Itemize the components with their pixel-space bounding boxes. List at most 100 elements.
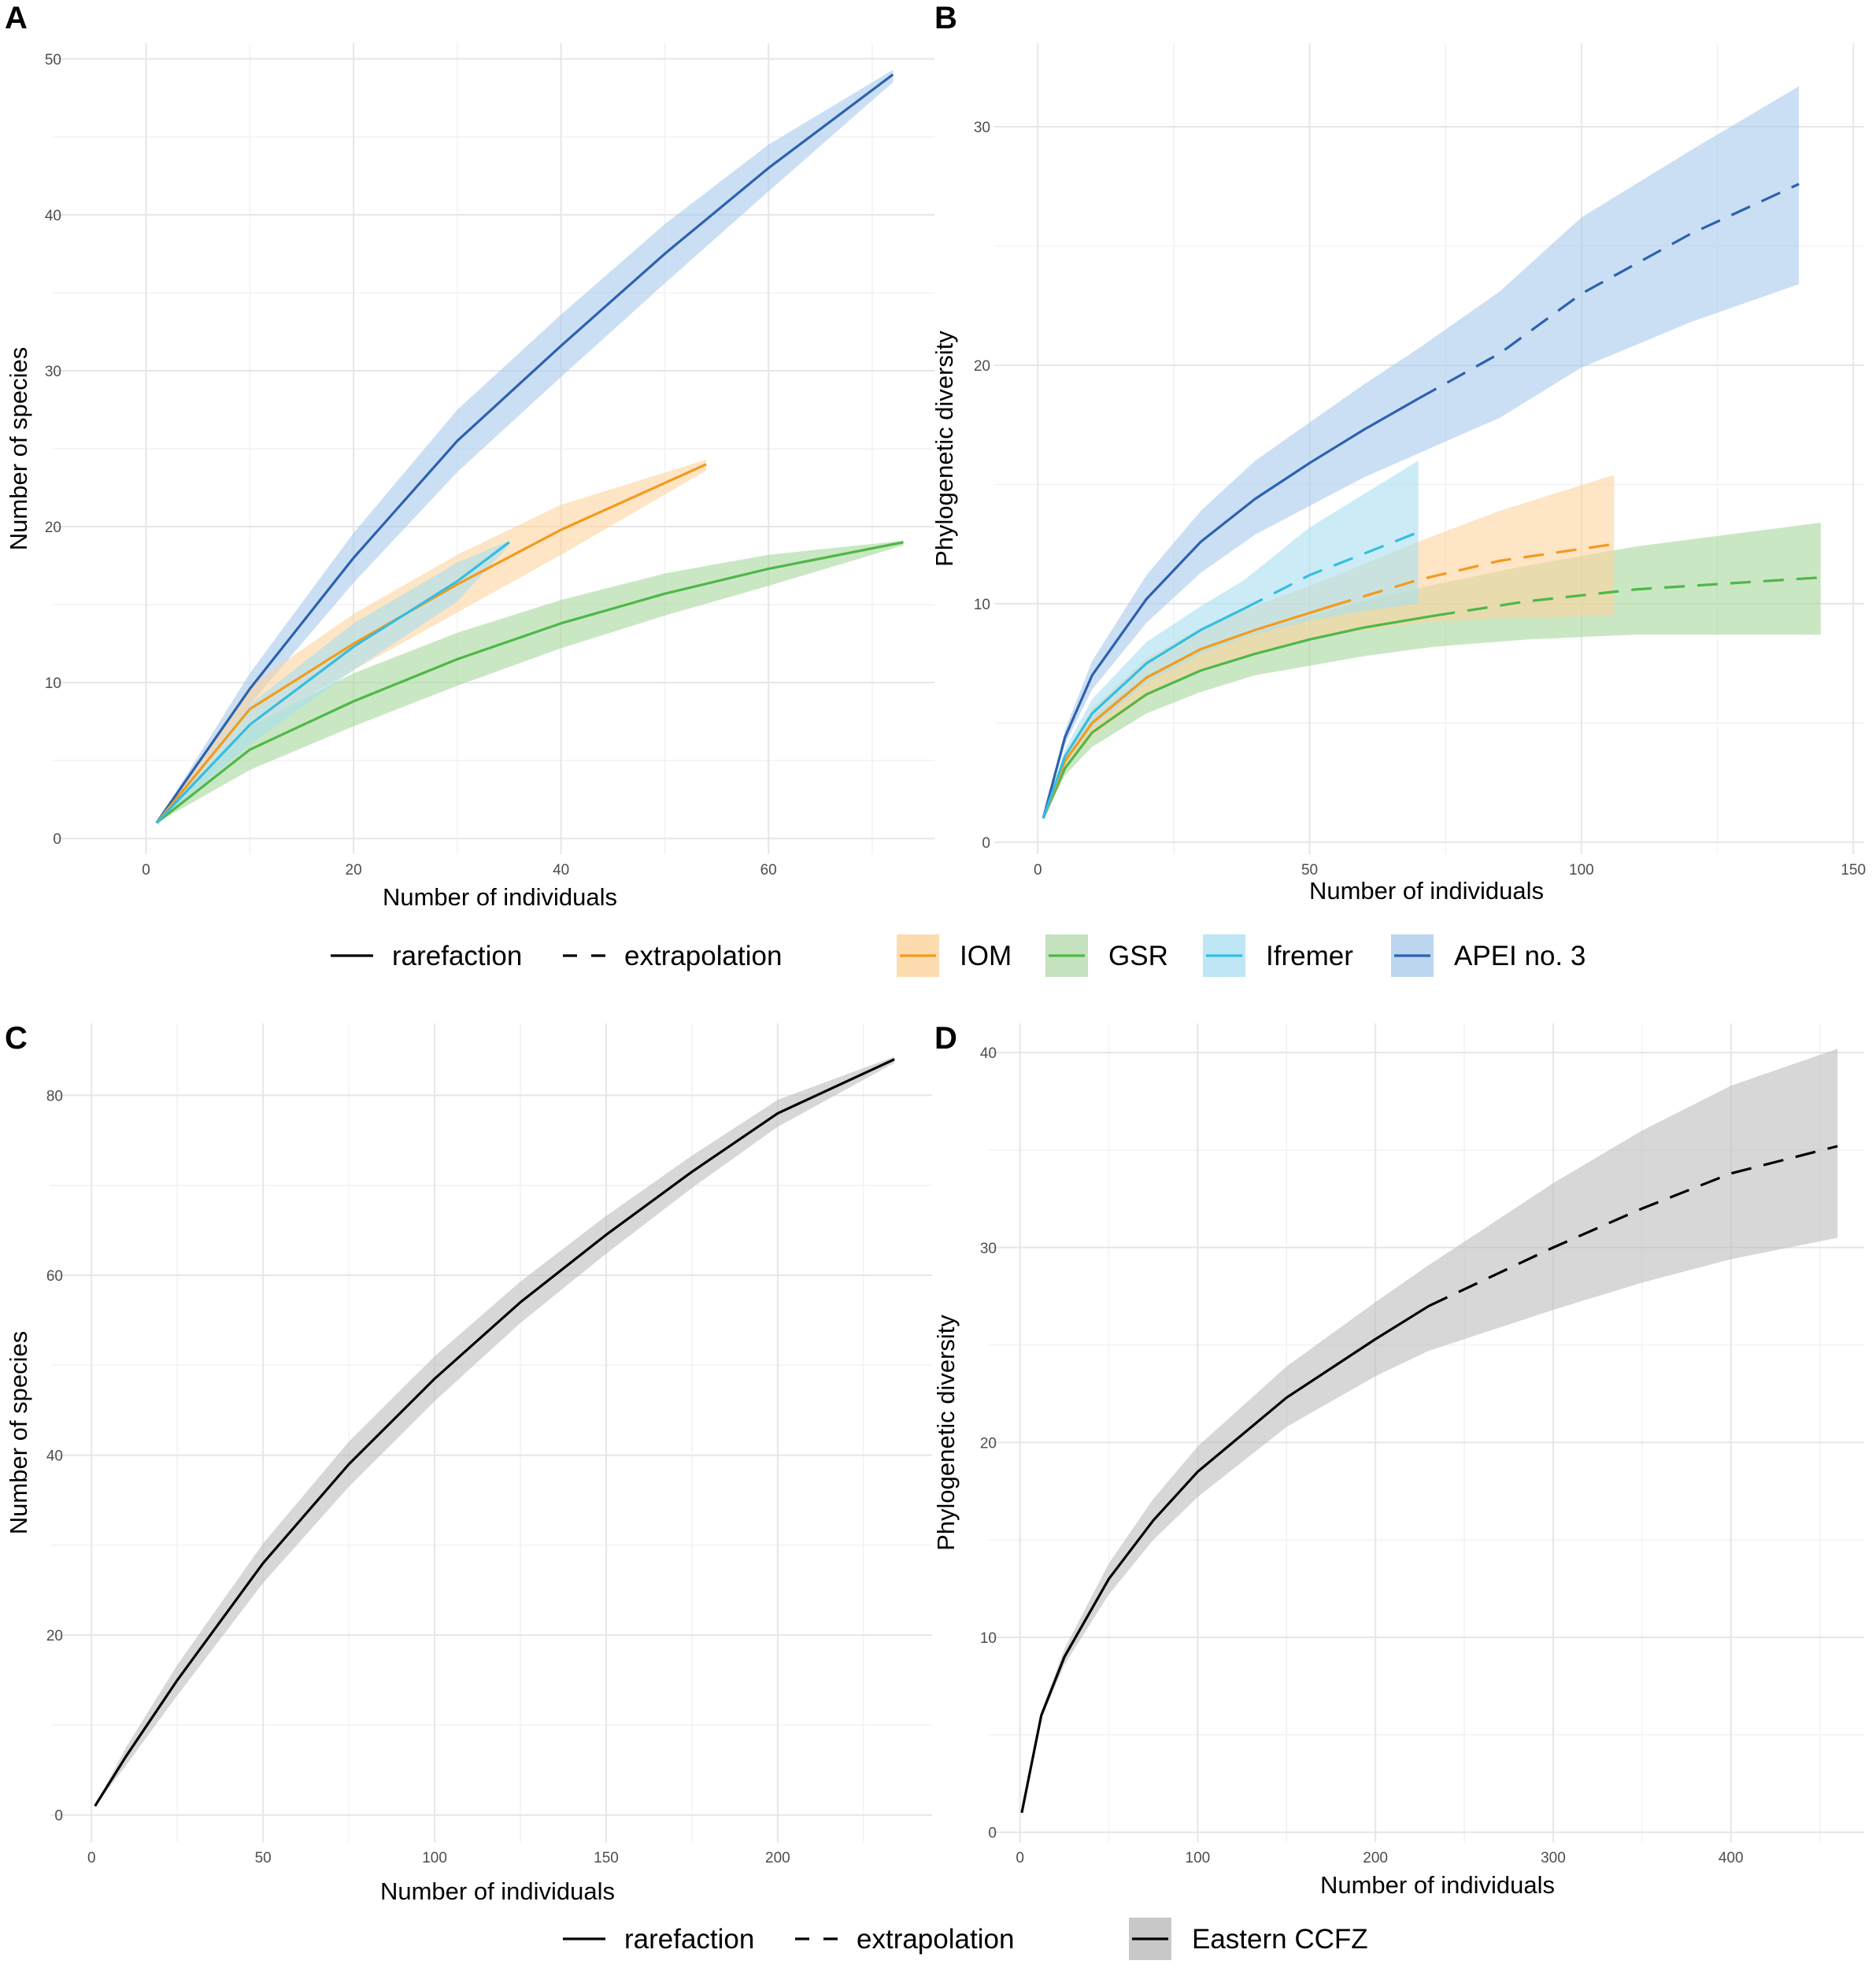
x-axis-title: Number of individuals	[383, 883, 617, 911]
legend-item-rarefaction: rarefaction	[331, 941, 522, 971]
x-axis-title: Number of individuals	[1320, 1871, 1555, 1899]
rarefaction-line-apei-no-3	[1042, 397, 1419, 819]
legend-label: Eastern CCFZ	[1192, 1924, 1368, 1955]
rarefaction-line-apei-no-3	[155, 73, 894, 824]
confidence-band-iom	[1043, 475, 1615, 819]
legend-item-apei-no-3: APEI no. 3	[1391, 934, 1586, 977]
legend-item-extrapolation: extrapolation	[795, 1924, 1014, 1955]
rarefaction-line-eastern-ccfz	[94, 1058, 895, 1807]
y-axis-title: Number of species	[5, 1331, 32, 1534]
confidence-band-apei-no-3	[156, 69, 894, 823]
y-tick-label: 10	[974, 597, 990, 613]
series-layer	[1042, 86, 1821, 819]
x-tick-label: 300	[1541, 1850, 1566, 1866]
series-layer	[155, 69, 904, 824]
y-tick-label: 40	[980, 1045, 997, 1062]
panel-letter: B	[934, 1, 957, 35]
series-layer	[94, 1056, 895, 1807]
y-axis-title: Phylogenetic diversity	[932, 1315, 960, 1551]
y-tick-label: 80	[46, 1088, 63, 1104]
legend-item-gsr: GSR	[1045, 934, 1168, 977]
x-tick-label: 20	[346, 862, 362, 879]
legend-label: rarefaction	[392, 941, 522, 971]
panel-letter: A	[5, 1, 28, 35]
legend-top: rarefaction extrapolation IOM GSR Ifremer APE…	[331, 934, 1586, 977]
y-tick-label: 0	[54, 1808, 63, 1825]
x-tick-label: 200	[1363, 1850, 1388, 1866]
y-axis-title: Number of species	[5, 347, 32, 550]
legend-item-iom: IOM	[897, 934, 1012, 977]
panel-a: 0 20 40 60 0 10 20 30 40 50 A Number of individuals…	[5, 1, 934, 911]
x-tick-label: 0	[142, 862, 150, 879]
x-tick-label: 0	[1016, 1850, 1024, 1866]
extrapolation-line-ifremer	[1243, 531, 1419, 610]
rarefaction-line-iom	[1042, 605, 1332, 819]
legend-label: GSR	[1108, 941, 1168, 971]
x-tick-label: 100	[1569, 862, 1594, 879]
y-tick-label: 30	[980, 1241, 997, 1257]
rarefaction-line-ifremer	[155, 541, 510, 824]
y-tick-label: 20	[46, 1628, 63, 1644]
panel-c: 0 50 100 150 200 0 20 40 60 80 C Number of individu…	[5, 1021, 932, 1905]
panel-b: 0 50 100 150 0 10 20 30 B Number of individuals Ph…	[931, 1, 1866, 904]
legend-label: IOM	[960, 941, 1012, 971]
x-tick-label: 400	[1719, 1850, 1744, 1866]
confidence-band-ifremer	[156, 540, 509, 823]
y-tick-label: 10	[980, 1630, 997, 1647]
x-tick-label: 40	[553, 862, 569, 879]
y-tick-label: 0	[988, 1826, 997, 1842]
rarefaction-line-ifremer	[1042, 607, 1245, 819]
x-tick-label: 150	[1841, 862, 1866, 879]
y-tick-label: 20	[980, 1435, 997, 1452]
extrapolation-line-eastern-ccfz	[1428, 1145, 1838, 1308]
x-tick-label: 100	[1186, 1850, 1211, 1866]
legend-item-eastern-ccfz: Eastern CCFZ	[1129, 1918, 1368, 1960]
legend-item-rarefaction: rarefaction	[563, 1924, 754, 1955]
legend-label: rarefaction	[624, 1924, 754, 1955]
legend-label: APEI no. 3	[1454, 941, 1586, 971]
confidence-band-eastern-ccfz	[1021, 1049, 1838, 1813]
confidence-band-apei-no-3	[1043, 86, 1800, 819]
panel-d: 0 100 200 300 400 0 10 20 30 40 D Number of individ…	[932, 1021, 1864, 1899]
y-tick-label: 0	[982, 835, 990, 852]
x-tick-label: 50	[1301, 862, 1318, 879]
rarefaction-line-gsr	[1042, 614, 1435, 819]
confidence-band-gsr	[1043, 522, 1821, 819]
y-tick-label: 50	[45, 52, 61, 68]
legend-item-extrapolation: extrapolation	[563, 941, 782, 971]
panel-letter: C	[5, 1021, 28, 1056]
y-tick-label: 0	[53, 831, 61, 848]
y-tick-label: 60	[46, 1268, 63, 1285]
x-tick-label: 50	[255, 1850, 272, 1866]
panel-letter: D	[934, 1021, 957, 1056]
y-tick-label: 20	[974, 358, 990, 375]
legend-label: Ifremer	[1266, 941, 1353, 971]
confidence-band-eastern-ccfz	[94, 1056, 895, 1807]
rarefaction-line-eastern-ccfz	[1020, 1304, 1430, 1814]
y-tick-label: 10	[45, 675, 61, 692]
x-tick-label: 150	[594, 1850, 619, 1866]
y-tick-label: 20	[45, 520, 61, 536]
x-axis-title: Number of individuals	[1309, 877, 1544, 904]
legend-bottom: rarefaction extrapolation Eastern CCFZ	[563, 1918, 1368, 1960]
confidence-band-iom	[156, 459, 707, 823]
legend-label: extrapolation	[857, 1924, 1014, 1955]
legend-label: extrapolation	[624, 941, 782, 971]
y-tick-label: 40	[46, 1448, 63, 1465]
y-tick-label: 30	[974, 120, 990, 136]
y-axis-title: Phylogenetic diversity	[931, 331, 958, 567]
x-tick-label: 0	[1034, 862, 1042, 879]
extrapolation-line-iom	[1330, 542, 1615, 608]
y-tick-label: 30	[45, 364, 61, 380]
extrapolation-line-gsr	[1434, 575, 1821, 617]
x-tick-label: 100	[422, 1850, 447, 1866]
x-tick-label: 0	[87, 1850, 96, 1866]
x-tick-label: 200	[765, 1850, 790, 1866]
x-tick-label: 60	[760, 862, 777, 879]
rarefaction-line-gsr	[155, 541, 904, 824]
y-tick-label: 40	[45, 208, 61, 224]
legend-item-ifremer: Ifremer	[1203, 934, 1353, 977]
x-axis-title: Number of individuals	[380, 1877, 615, 1905]
series-layer	[1020, 1049, 1838, 1814]
